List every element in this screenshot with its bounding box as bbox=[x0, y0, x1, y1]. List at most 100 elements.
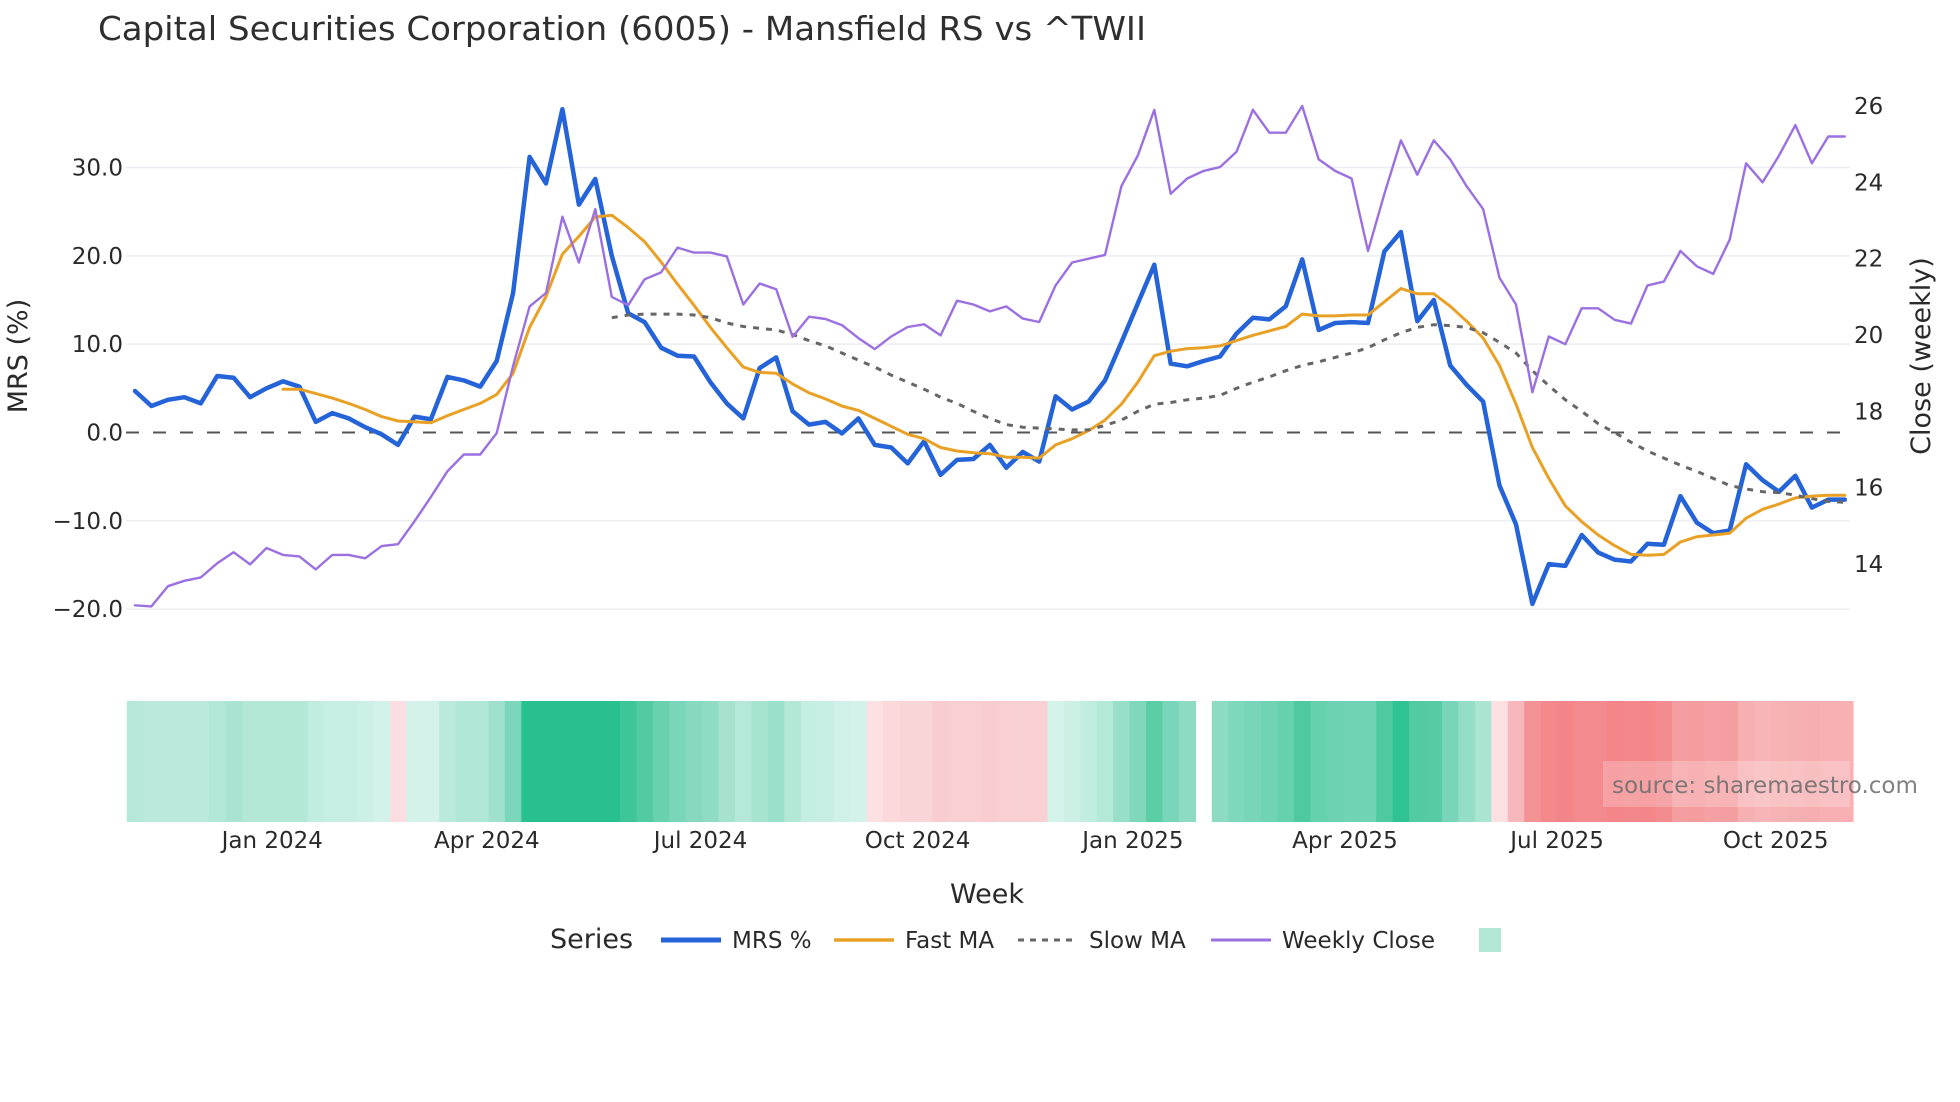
heatmap-cell bbox=[143, 701, 161, 822]
right-tick-label: 24 bbox=[1854, 170, 1883, 196]
heatmap-cell bbox=[291, 701, 309, 822]
heatmap-cell bbox=[1524, 701, 1542, 822]
heatmap-cell bbox=[225, 701, 243, 822]
heatmap-cell bbox=[866, 701, 884, 822]
heatmap-cell bbox=[1474, 701, 1492, 822]
heatmap-cell bbox=[537, 701, 555, 822]
x-tick-label: Apr 2024 bbox=[434, 828, 540, 854]
heatmap-cell bbox=[1261, 701, 1279, 822]
heatmap-cell bbox=[373, 701, 391, 822]
chart-title: Capital Securities Corporation (6005) - … bbox=[98, 9, 1146, 48]
heatmap-cell bbox=[340, 701, 358, 822]
heatmap-cell bbox=[1047, 701, 1065, 822]
legend-item-weekly-close[interactable]: Weekly Close bbox=[1211, 928, 1435, 954]
heatmap-cell bbox=[603, 701, 621, 822]
left-axis-ticks: −20.0 −10.0 0.0 10.0 20.0 30.0 bbox=[53, 156, 123, 624]
heatmap-cell bbox=[1113, 701, 1131, 822]
heatmap-cell bbox=[1326, 701, 1344, 822]
heatmap-cell bbox=[850, 701, 868, 822]
heatmap-cell bbox=[1129, 701, 1147, 822]
left-tick-label: 0.0 bbox=[86, 421, 123, 447]
heatmap-cell bbox=[1458, 701, 1476, 822]
heatmap-cell bbox=[784, 701, 802, 822]
heatmap-cell bbox=[1211, 701, 1229, 822]
heatmap-cell bbox=[1639, 701, 1657, 822]
series-line-mrs bbox=[132, 106, 1848, 607]
heatmap-cell bbox=[208, 701, 227, 822]
heatmap-cell bbox=[1540, 701, 1558, 822]
watermark-text: source: sharemaestro.com bbox=[1612, 773, 1918, 799]
heatmap-cell bbox=[1080, 701, 1098, 822]
heatmap-cell bbox=[998, 701, 1016, 822]
heatmap-cell bbox=[1606, 701, 1624, 822]
heatmap-cell bbox=[1376, 701, 1394, 822]
heatmap-cell bbox=[241, 701, 259, 822]
left-tick-label: −20.0 bbox=[53, 597, 123, 623]
heatmap-cell bbox=[767, 701, 785, 822]
heatmap-cell bbox=[1622, 701, 1640, 822]
left-tick-label: 30.0 bbox=[72, 156, 123, 182]
heatmap-cell bbox=[1655, 701, 1673, 822]
heatmap-cell bbox=[258, 701, 276, 822]
heatmap-cell bbox=[981, 701, 999, 822]
heatmap-cell bbox=[883, 701, 901, 822]
legend-label-mrs: MRS % bbox=[732, 928, 812, 954]
heatmap-cell bbox=[636, 701, 654, 822]
legend-label-slow-ma: Slow MA bbox=[1089, 928, 1186, 954]
rs-heatmap-strip bbox=[126, 701, 1854, 822]
heatmap-cell bbox=[1557, 701, 1575, 822]
legend-title: Series bbox=[550, 924, 633, 955]
left-tick-label: −10.0 bbox=[53, 509, 123, 535]
heatmap-cell bbox=[554, 701, 572, 822]
heatmap-cell bbox=[1589, 701, 1607, 822]
heatmap-cell bbox=[324, 701, 342, 822]
heatmap-cell bbox=[159, 701, 177, 822]
series-line-weekly-close bbox=[133, 104, 1846, 608]
heatmap-cell bbox=[1803, 701, 1821, 822]
heatmap-cell bbox=[1310, 701, 1328, 822]
heatmap-cell bbox=[1228, 701, 1246, 822]
watermark: source: sharemaestro.com bbox=[1603, 761, 1918, 807]
legend-item-fast-ma[interactable]: Fast MA bbox=[834, 928, 994, 954]
heatmap-cell bbox=[455, 701, 473, 822]
right-tick-label: 22 bbox=[1854, 247, 1883, 273]
heatmap-cell bbox=[1030, 701, 1049, 822]
right-tick-label: 18 bbox=[1854, 399, 1883, 425]
series-lines bbox=[132, 104, 1848, 608]
heatmap-cell bbox=[1441, 701, 1460, 822]
heatmap-cell bbox=[669, 701, 687, 822]
heatmap-cell bbox=[1672, 701, 1690, 822]
heatmap-cell bbox=[932, 701, 950, 822]
x-tick-label: Jan 2025 bbox=[1080, 828, 1183, 854]
heatmap-cell bbox=[488, 701, 506, 822]
heatmap-cell bbox=[570, 701, 588, 822]
right-axis-title: Close (weekly) bbox=[1906, 257, 1937, 455]
heatmap-cell bbox=[1820, 701, 1838, 822]
heatmap-cell bbox=[1770, 701, 1788, 822]
x-axis-ticks: Jan 2024 Apr 2024 Jul 2024 Oct 2024 Jan 2025… bbox=[220, 828, 1829, 854]
heatmap-cell bbox=[1573, 701, 1591, 822]
heatmap-cell bbox=[1146, 701, 1164, 822]
heatmap-cell bbox=[1162, 701, 1180, 822]
heatmap-cell bbox=[1721, 701, 1739, 822]
heatmap-cell bbox=[1754, 701, 1772, 822]
legend-item-mrs[interactable]: MRS % bbox=[661, 928, 812, 954]
legend-swatch-heatmap[interactable] bbox=[1479, 928, 1501, 952]
heatmap-cell bbox=[472, 701, 490, 822]
right-tick-label: 26 bbox=[1854, 94, 1883, 120]
heatmap-cell bbox=[1244, 701, 1262, 822]
x-tick-label: Jan 2024 bbox=[220, 828, 323, 854]
heatmap-cell bbox=[1343, 701, 1361, 822]
heatmap-cell bbox=[439, 701, 457, 822]
legend-item-slow-ma[interactable]: Slow MA bbox=[1018, 928, 1186, 954]
heatmap-cell bbox=[702, 701, 720, 822]
heatmap-cell bbox=[1178, 701, 1196, 822]
heatmap-cell bbox=[1294, 701, 1312, 822]
right-axis-ticks: 14 16 18 20 22 24 26 bbox=[1854, 94, 1883, 578]
heatmap-cell bbox=[1359, 701, 1377, 822]
heatmap-cell bbox=[176, 701, 194, 822]
series-line-slow-ma bbox=[611, 312, 1845, 504]
heatmap-cell bbox=[192, 701, 210, 822]
